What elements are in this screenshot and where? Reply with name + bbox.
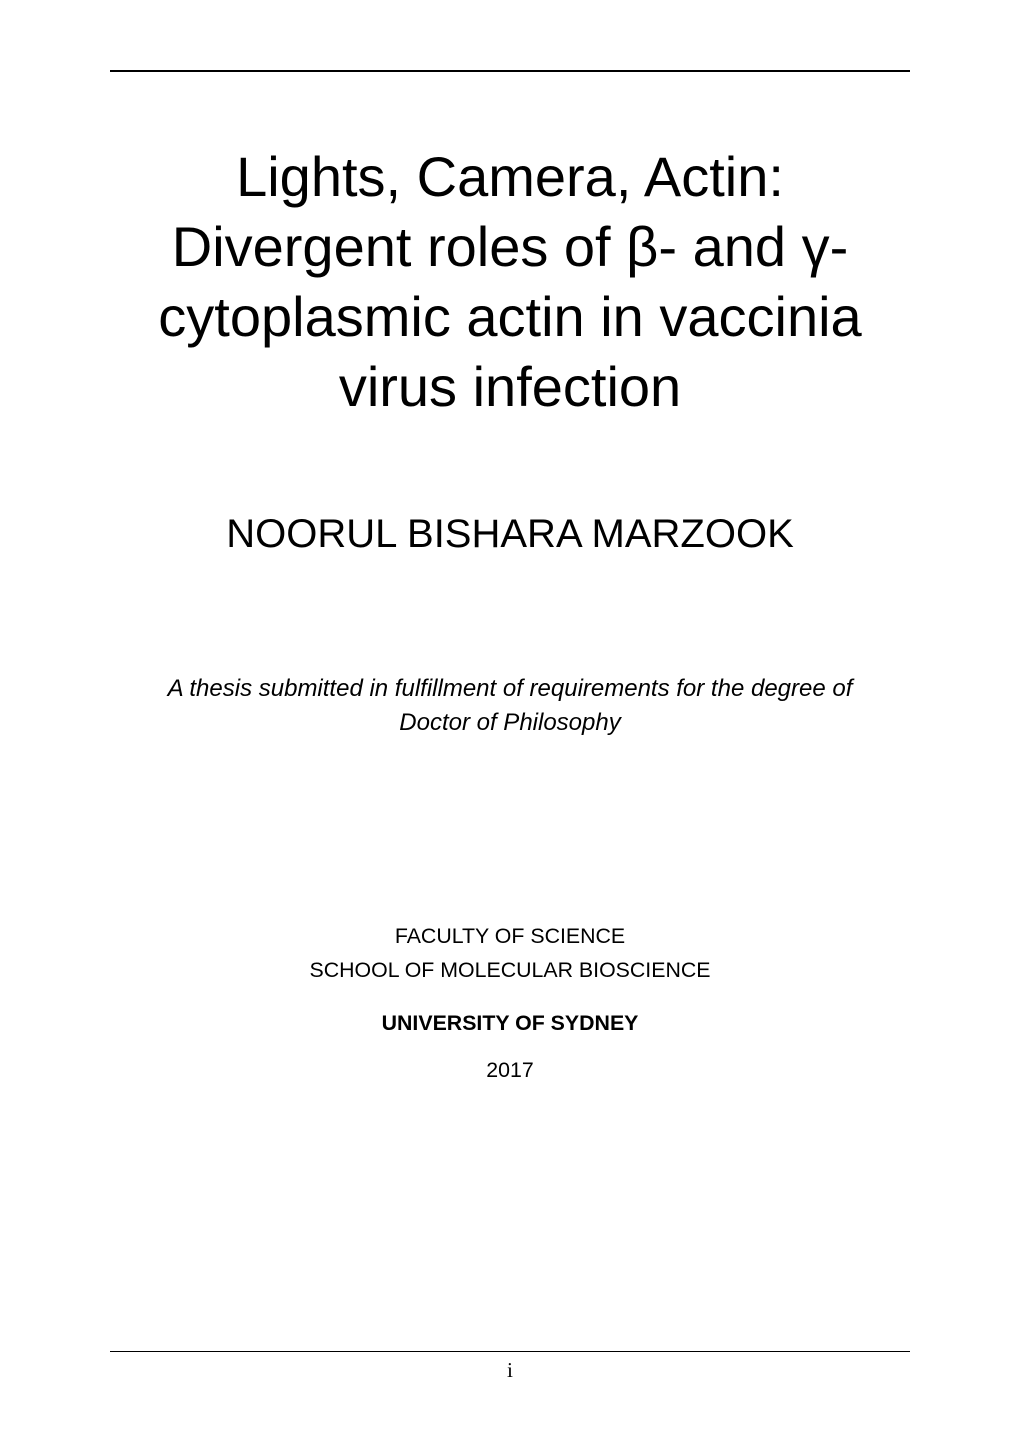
university-name: UNIVERSITY OF SYDNEY [110,1011,910,1036]
faculty-line2: SCHOOL OF MOLECULAR BIOSCIENCE [110,953,910,987]
footer: i [110,1351,910,1383]
thesis-title: Lights, Camera, Actin: Divergent roles o… [110,142,910,422]
author-name: NOORUL BISHARA MARZOOK [110,512,910,557]
top-rule [110,70,910,72]
title-page: Lights, Camera, Actin: Divergent roles o… [0,0,1020,1443]
submission-note-line1: A thesis submitted in fulfillment of req… [168,675,853,702]
faculty-line1: FACULTY OF SCIENCE [110,919,910,953]
year: 2017 [110,1058,910,1083]
submission-note: A thesis submitted in fulfillment of req… [110,672,910,739]
faculty-block: FACULTY OF SCIENCE SCHOOL OF MOLECULAR B… [110,919,910,987]
page-number: i [507,1358,513,1382]
footer-rule [110,1351,910,1352]
submission-note-line2: Doctor of Philosophy [399,709,620,736]
